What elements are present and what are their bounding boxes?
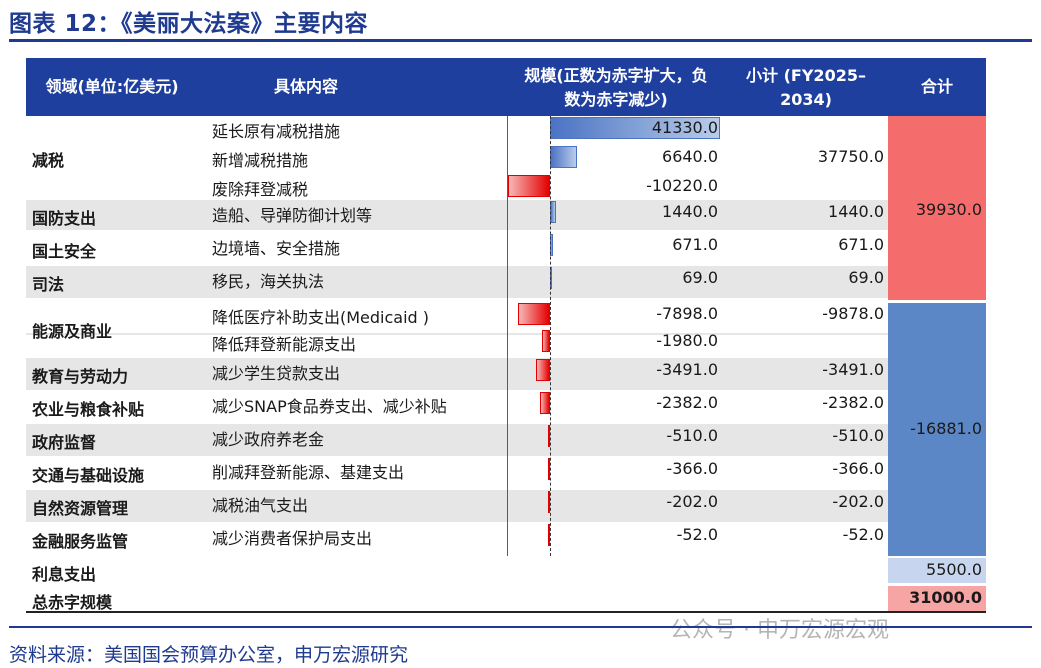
item-label: 移民，海关执法 bbox=[212, 272, 325, 291]
value-label: -10220.0 bbox=[646, 176, 718, 195]
value-label: -2382.0 bbox=[656, 393, 718, 412]
value-label: -366.0 bbox=[666, 459, 718, 478]
value-label: -202.0 bbox=[666, 492, 718, 511]
category-label: 农业与粮食补贴 bbox=[32, 400, 145, 419]
bar-negative bbox=[535, 359, 550, 381]
item-label: 延长原有减税措施 bbox=[212, 122, 341, 141]
deficit-value: 31000.0 bbox=[909, 588, 982, 607]
item-label: 废除拜登减税 bbox=[212, 180, 309, 199]
bar-negative bbox=[547, 425, 550, 447]
value-label: 1440.0 bbox=[662, 202, 718, 221]
bar-negative bbox=[548, 458, 550, 480]
item-label: 造船、导弹防御计划等 bbox=[212, 206, 373, 225]
row-band bbox=[26, 490, 888, 522]
bar-negative bbox=[540, 392, 550, 414]
title-divider bbox=[9, 39, 1032, 42]
table-header: 领域(单位:亿美元) 具体内容 规模(正数为赤字扩大，负 数为赤字减少) 小计 … bbox=[26, 58, 986, 116]
total-increase-block: 39930.0 bbox=[888, 116, 986, 300]
header-subtotal-line2: 2034) bbox=[780, 90, 832, 109]
value-label: 41330.0 bbox=[651, 118, 718, 137]
total-increase-value: 39930.0 bbox=[915, 200, 982, 219]
row-band bbox=[26, 424, 888, 456]
item-label: 减少消费者保护局支出 bbox=[212, 529, 373, 548]
source-note: 资料来源：美国国会预算办公室，申万宏源研究 bbox=[9, 644, 409, 666]
deficit-block: 31000.0 bbox=[888, 586, 986, 611]
header-scale-line1: 规模(正数为赤字扩大，负 bbox=[524, 66, 708, 85]
subtotal-label: -510.0 bbox=[832, 426, 884, 445]
policy-table: 领域(单位:亿美元) 具体内容 规模(正数为赤字扩大，负 数为赤字减少) 小计 … bbox=[26, 58, 986, 613]
bar-positive bbox=[550, 146, 578, 168]
bar-negative bbox=[517, 303, 550, 325]
subtotal-label: 671.0 bbox=[838, 235, 884, 254]
subtotal-label: -52.0 bbox=[842, 525, 884, 544]
item-label: 降低拜登新能源支出 bbox=[212, 335, 357, 354]
value-label: 69.0 bbox=[682, 268, 718, 287]
header-content: 具体内容 bbox=[273, 77, 338, 96]
bar-negative bbox=[548, 524, 550, 546]
value-label: -510.0 bbox=[666, 426, 718, 445]
subtotal-label: -366.0 bbox=[832, 459, 884, 478]
item-label: 边境墙、安全措施 bbox=[212, 239, 341, 258]
subtotal-label: -2382.0 bbox=[822, 393, 884, 412]
row-band bbox=[26, 200, 888, 230]
value-label: -1980.0 bbox=[656, 331, 718, 350]
table-bottom-rule bbox=[26, 611, 986, 613]
category-label: 政府监督 bbox=[32, 433, 97, 452]
bar-negative bbox=[548, 491, 550, 513]
bar-area-left-border bbox=[507, 116, 508, 556]
value-label: 6640.0 bbox=[662, 147, 718, 166]
interest-block: 5500.0 bbox=[888, 558, 986, 583]
header-domain: 领域(单位:亿美元) bbox=[45, 77, 179, 96]
item-label: 减少学生贷款支出 bbox=[212, 364, 341, 383]
category-label: 教育与劳动力 bbox=[32, 367, 129, 386]
category-label: 国防支出 bbox=[32, 209, 97, 228]
bar-negative bbox=[507, 175, 550, 197]
category-label: 能源及商业 bbox=[32, 322, 113, 341]
item-label: 降低医疗补助支出(Medicaid ) bbox=[212, 308, 430, 327]
category-label: 减税 bbox=[32, 151, 65, 170]
category-label: 交通与基础设施 bbox=[32, 466, 145, 485]
subtotal-label: -3491.0 bbox=[822, 360, 884, 379]
category-label: 司法 bbox=[32, 275, 65, 294]
subtotal-label: -202.0 bbox=[832, 492, 884, 511]
bar-zero-line bbox=[550, 116, 551, 556]
value-label: -52.0 bbox=[676, 525, 718, 544]
category-label: 国土安全 bbox=[32, 242, 97, 261]
subtotal-label: 69.0 bbox=[848, 268, 884, 287]
row-band bbox=[26, 358, 888, 390]
interest-label: 利息支出 bbox=[32, 565, 97, 584]
item-label: 削减拜登新能源、基建支出 bbox=[212, 463, 405, 482]
watermark: 公众号 · 申万宏源宏观 bbox=[670, 618, 889, 643]
total-decrease-value: -16881.0 bbox=[910, 419, 982, 438]
bar-negative bbox=[541, 330, 550, 352]
subtotal-label: 37750.0 bbox=[817, 147, 884, 166]
deficit-label: 总赤字规模 bbox=[32, 593, 113, 612]
item-label: 减少政府养老金 bbox=[212, 430, 325, 449]
source-divider bbox=[9, 626, 1032, 628]
header-scale-line2: 数为赤字减少) bbox=[564, 90, 668, 109]
item-label: 减税油气支出 bbox=[212, 496, 309, 515]
value-label: -3491.0 bbox=[656, 360, 718, 379]
header-total: 合计 bbox=[920, 77, 953, 96]
category-label: 自然资源管理 bbox=[32, 499, 129, 518]
row-band bbox=[26, 266, 888, 298]
category-label: 金融服务监管 bbox=[32, 532, 129, 551]
item-label: 新增减税措施 bbox=[212, 151, 309, 170]
subtotal-label: -9878.0 bbox=[822, 304, 884, 323]
subtotal-label: 1440.0 bbox=[828, 202, 884, 221]
row-band bbox=[26, 333, 888, 335]
page-title: 图表 12：《美丽大法案》主要内容 bbox=[9, 11, 369, 37]
item-label: 减少SNAP食品券支出、减少补贴 bbox=[212, 397, 447, 416]
value-label: -7898.0 bbox=[656, 304, 718, 323]
total-decrease-block: -16881.0 bbox=[888, 303, 986, 556]
header-subtotal-line1: 小计 (FY2025– bbox=[746, 66, 866, 85]
interest-value: 5500.0 bbox=[926, 560, 982, 579]
value-label: 671.0 bbox=[672, 235, 718, 254]
